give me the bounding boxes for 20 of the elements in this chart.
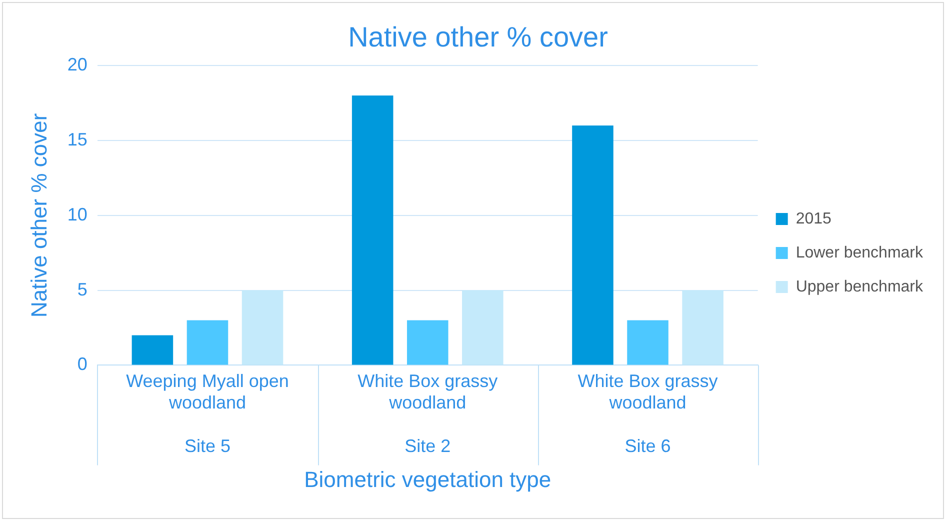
bar [132,335,174,365]
y-tick-label: 0 [77,354,88,374]
bar [186,320,228,365]
legend-label: 2015 [796,210,832,228]
chart-title: Native other % cover [348,22,608,53]
x-axis-title: Biometric vegetation type [304,466,552,492]
bar [406,320,448,365]
y-tick-label: 5 [77,279,88,300]
legend-label: Lower benchmark [796,244,924,262]
bar [627,320,668,365]
y-tick-label: 10 [67,204,88,224]
legend-label: Upper benchmark [796,278,924,296]
bar [572,126,614,365]
y-tick-label: 20 [67,54,88,75]
category-label: Weeping Myall open woodland Site 5 [126,370,289,456]
bar [352,96,394,365]
category-label: White Box grassy woodland Site 2 [358,370,498,456]
category-label: White Box grassy woodland Site 6 [578,370,718,456]
y-tick-label: 15 [67,129,88,150]
y-axis-title: Native other % cover [26,113,52,318]
